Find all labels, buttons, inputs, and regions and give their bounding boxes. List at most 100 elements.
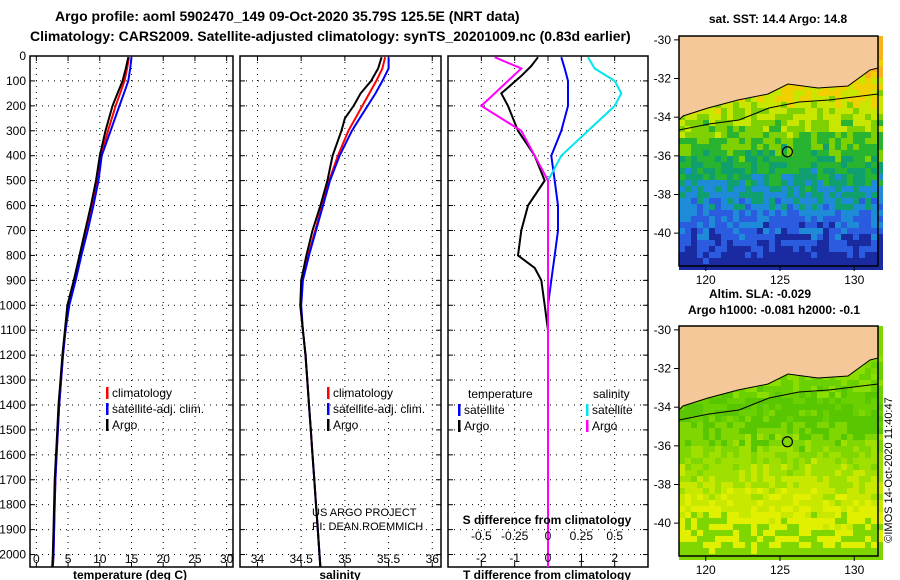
map-cell	[751, 470, 757, 476]
map-cell	[877, 428, 883, 434]
map-cell	[775, 440, 781, 446]
map-cell	[787, 410, 793, 416]
map-cell	[847, 524, 853, 530]
map-cell	[745, 482, 751, 488]
map-cell	[865, 458, 871, 464]
map-cell	[793, 216, 799, 222]
map-cell	[847, 440, 853, 446]
map-cell	[865, 374, 871, 380]
map-cell	[817, 216, 823, 222]
map-cell	[817, 108, 823, 114]
map-cell	[757, 548, 763, 554]
map-cell	[733, 488, 739, 494]
map-cell	[835, 410, 841, 416]
map-cell	[817, 446, 823, 452]
x-tick-label-secondary: 0.25	[570, 529, 594, 543]
map-cell	[691, 204, 697, 210]
map-cell	[799, 374, 805, 380]
map-cell	[763, 386, 769, 392]
map-cell	[811, 524, 817, 530]
map-cell	[691, 228, 697, 234]
map-cell	[703, 542, 709, 548]
map-cell	[865, 434, 871, 440]
x-tick-label: 0	[545, 551, 552, 565]
map-cell	[829, 234, 835, 240]
annotation-pi: PI: DEAN ROEMMICH	[312, 521, 423, 533]
map-cell	[685, 240, 691, 246]
map-cell	[853, 368, 859, 374]
map-cell	[871, 500, 877, 506]
map-cell	[871, 198, 877, 204]
map-cell	[697, 258, 703, 264]
map-cell	[685, 246, 691, 252]
map-cell	[853, 198, 859, 204]
difference-legend-title: temperature	[468, 387, 533, 401]
salinity-legend-swatch	[327, 387, 330, 399]
map-cell	[733, 542, 739, 548]
map-cell	[715, 464, 721, 470]
map-cell	[835, 228, 841, 234]
map-cell	[787, 204, 793, 210]
map-cell	[751, 452, 757, 458]
map-cell	[769, 108, 775, 114]
map-cell	[841, 210, 847, 216]
map-cell	[733, 446, 739, 452]
difference-legend-label: satellite	[592, 403, 633, 417]
map-sla-map	[674, 325, 883, 561]
map-cell	[841, 440, 847, 446]
map-cell	[769, 524, 775, 530]
map-cell	[781, 150, 787, 156]
map-cell	[811, 452, 817, 458]
map-cell	[715, 114, 721, 120]
map-cell	[805, 156, 811, 162]
map-cell	[739, 524, 745, 530]
map-cell	[781, 452, 787, 458]
map-cell	[853, 228, 859, 234]
map-cell	[817, 150, 823, 156]
map-cell	[877, 156, 883, 162]
map-cell	[865, 108, 871, 114]
map-cell	[877, 252, 883, 258]
map-cell	[841, 126, 847, 132]
map-cell	[853, 398, 859, 404]
map-cell	[799, 108, 805, 114]
map-cell	[871, 458, 877, 464]
map-cell	[859, 464, 865, 470]
map-cell	[835, 102, 841, 108]
map-cell	[679, 500, 685, 506]
map-cell	[715, 548, 721, 554]
map-cell	[805, 234, 811, 240]
map-cell	[697, 530, 703, 536]
map-cell	[775, 192, 781, 198]
map-cell	[697, 156, 703, 162]
map-cell	[847, 506, 853, 512]
map-cell	[781, 536, 787, 542]
map-cell	[727, 186, 733, 192]
map-cell	[745, 180, 751, 186]
map-cell	[721, 488, 727, 494]
temperature-legend-swatch	[106, 403, 109, 415]
map-cell	[793, 186, 799, 192]
map-cell	[733, 518, 739, 524]
map-cell	[853, 84, 859, 90]
map-cell	[775, 138, 781, 144]
map-cell	[679, 458, 685, 464]
map-cell	[829, 386, 835, 392]
map-cell	[691, 258, 697, 264]
map-cell	[703, 494, 709, 500]
map-cell	[781, 186, 787, 192]
map-cell	[769, 210, 775, 216]
map-cell	[733, 410, 739, 416]
map-cell	[697, 482, 703, 488]
map-cell	[811, 162, 817, 168]
map-cell	[799, 554, 805, 560]
map-cell	[715, 434, 721, 440]
map-cell	[733, 108, 739, 114]
map-cell	[775, 542, 781, 548]
map-cell	[835, 144, 841, 150]
map-cell	[859, 258, 865, 264]
map-cell	[709, 464, 715, 470]
map-cell	[685, 210, 691, 216]
map-cell	[793, 410, 799, 416]
map-cell	[757, 96, 763, 102]
